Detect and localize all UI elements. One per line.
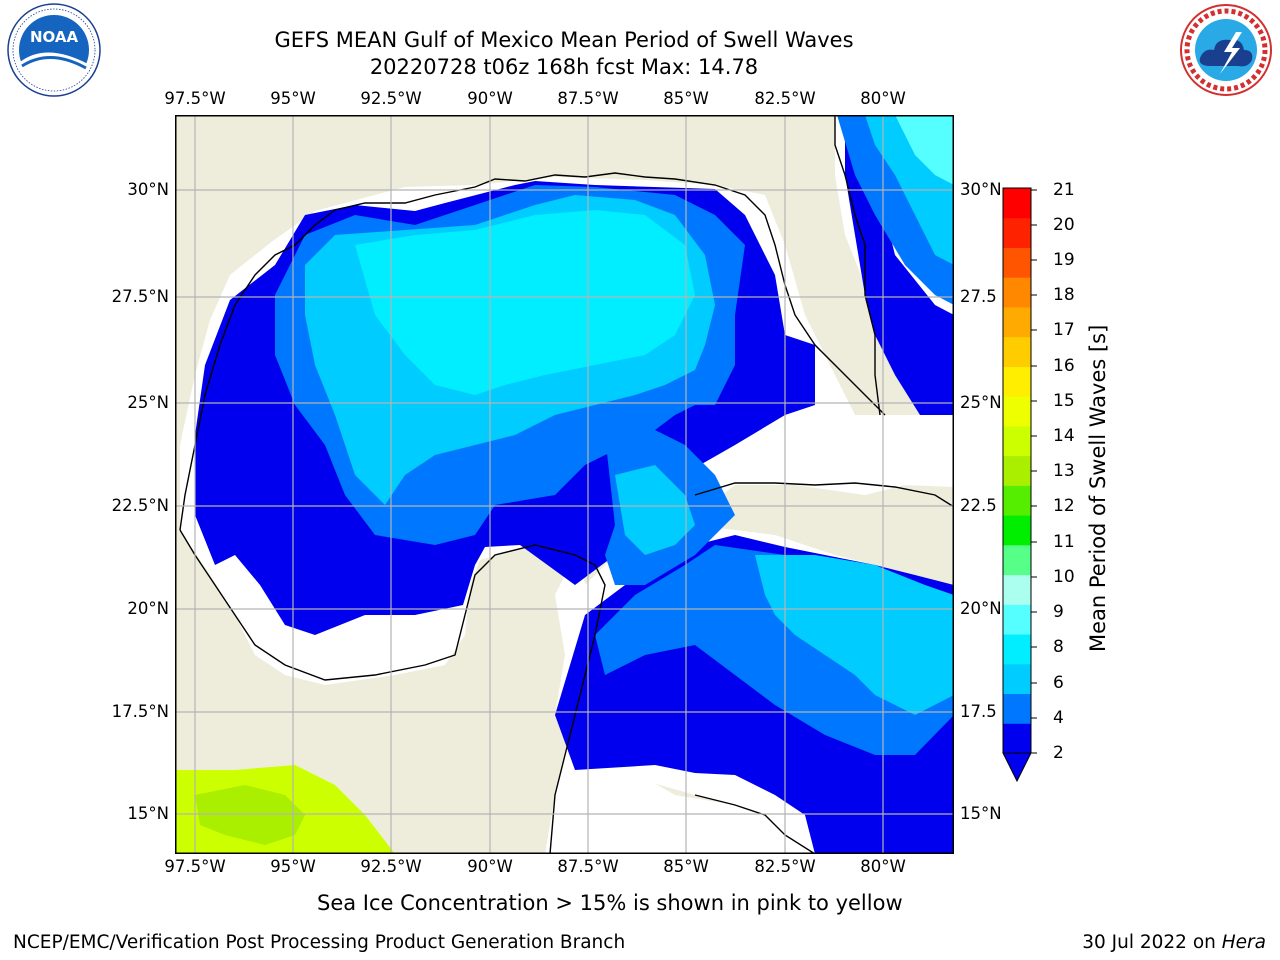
lat-tick-left: 17.5°N — [111, 702, 169, 721]
lon-tick-bottom: 85°W — [663, 857, 709, 876]
colorbar-label: 17 — [1053, 320, 1075, 340]
footer-host: Hera — [1221, 932, 1266, 953]
lon-tick-bottom: 90°W — [467, 857, 513, 876]
contour-6-8s-channel — [615, 465, 695, 555]
lon-tick-bottom: 80°W — [860, 857, 906, 876]
lat-tick-left: 20°N — [127, 599, 169, 618]
lat-tick-right: 22.5 — [960, 496, 997, 515]
nws-logo — [1178, 2, 1274, 98]
colorbar-label: 14 — [1053, 426, 1075, 446]
graticule — [175, 115, 954, 854]
lat-tick-left: 25°N — [127, 393, 169, 412]
colorbar-segment — [1003, 544, 1031, 576]
colorbar-segment — [1003, 574, 1031, 605]
map-frame — [175, 115, 954, 854]
colorbar-segment — [1003, 634, 1031, 665]
lon-tick-top: 87.5°W — [557, 89, 619, 108]
colorbar-label: 19 — [1053, 250, 1075, 270]
colorbar-label: 4 — [1053, 708, 1064, 728]
colorbar-segment — [1003, 396, 1031, 427]
lat-tick-right: 20°N — [960, 599, 1002, 618]
colorbar-segment — [1003, 455, 1031, 486]
lat-tick-right: 17.5 — [960, 702, 997, 721]
lat-tick-left: 15°N — [127, 804, 169, 823]
lon-tick-bottom: 92.5°W — [360, 857, 422, 876]
lat-tick-left: 27.5°N — [111, 287, 169, 306]
contour-8-9s-atlantic — [895, 115, 954, 185]
colorbar-segment — [1003, 515, 1031, 546]
colorbar-segment — [1003, 604, 1031, 635]
lat-tick-right: 15°N — [960, 804, 1002, 823]
map-title: GEFS MEAN Gulf of Mexico Mean Period of … — [274, 28, 854, 52]
colorbar-segment — [1003, 247, 1031, 278]
colorbar — [1000, 187, 1046, 784]
lon-tick-top: 90°W — [467, 89, 513, 108]
lon-tick-bottom: 82.5°W — [754, 857, 816, 876]
svg-text:NOAA: NOAA — [30, 28, 79, 46]
lon-tick-top: 97.5°W — [164, 89, 226, 108]
lon-tick-top: 80°W — [860, 89, 906, 108]
footer-date-text: 30 Jul 2022 on — [1082, 932, 1222, 953]
colorbar-label: 2 — [1053, 743, 1064, 763]
lat-tick-right: 25°N — [960, 393, 1002, 412]
colorbar-label: 13 — [1053, 461, 1075, 481]
contour-6-8s-caribbean — [755, 555, 954, 715]
noaa-logo: NOAA — [6, 2, 102, 98]
colorbar-extend-arrow — [1002, 752, 1032, 783]
contour-8-9s-gulf — [355, 210, 695, 395]
lon-tick-top: 85°W — [663, 89, 709, 108]
lat-tick-left: 30°N — [127, 180, 169, 199]
lon-tick-bottom: 95°W — [270, 857, 316, 876]
lon-tick-top: 82.5°W — [754, 89, 816, 108]
lat-tick-left: 22.5°N — [111, 496, 169, 515]
colorbar-label: 11 — [1053, 532, 1075, 552]
colorbar-label: 9 — [1053, 602, 1064, 622]
colorbar-segment — [1003, 188, 1031, 219]
map-plot-area — [175, 115, 954, 854]
colorbar-segment — [1003, 217, 1031, 248]
footer-credit: NCEP/EMC/Verification Post Processing Pr… — [13, 932, 626, 953]
colorbar-label: 8 — [1053, 637, 1064, 657]
colorbar-segment — [1003, 277, 1031, 308]
lat-tick-right: 30°N — [960, 180, 1002, 199]
colorbar-label: 20 — [1053, 215, 1075, 235]
colorbar-label: 16 — [1053, 356, 1075, 376]
lon-tick-top: 92.5°W — [360, 89, 422, 108]
colorbar-segment — [1003, 723, 1031, 754]
colorbar-segment — [1003, 336, 1031, 367]
lon-tick-top: 95°W — [270, 89, 316, 108]
lat-tick-right: 27.5 — [960, 287, 997, 306]
coastlines — [179, 115, 954, 854]
colorbar-segment — [1003, 366, 1031, 397]
colorbar-label: 6 — [1053, 673, 1064, 693]
colorbar-segment — [1003, 485, 1031, 516]
colorbar-segment — [1003, 663, 1031, 695]
contour-high-period-pacific-inner — [195, 785, 305, 845]
colorbar-title: Mean Period of Swell Waves [s] — [1086, 324, 1110, 652]
colorbar-label: 21 — [1053, 180, 1075, 200]
lon-tick-bottom: 87.5°W — [557, 857, 619, 876]
colorbar-label: 10 — [1053, 567, 1075, 587]
colorbar-segment — [1003, 693, 1031, 724]
sea-ice-caption: Sea Ice Concentration > 15% is shown in … — [317, 891, 903, 915]
colorbar-segment — [1003, 306, 1031, 338]
lon-tick-bottom: 97.5°W — [164, 857, 226, 876]
colorbar-segment — [1003, 425, 1031, 457]
footer-date: 30 Jul 2022 on Hera — [1082, 932, 1266, 953]
colorbar-label: 12 — [1053, 496, 1075, 516]
colorbar-label: 18 — [1053, 285, 1075, 305]
colorbar-label: 15 — [1053, 391, 1075, 411]
map-subtitle: 20220728 t06z 168h fcst Max: 14.78 — [369, 55, 759, 79]
